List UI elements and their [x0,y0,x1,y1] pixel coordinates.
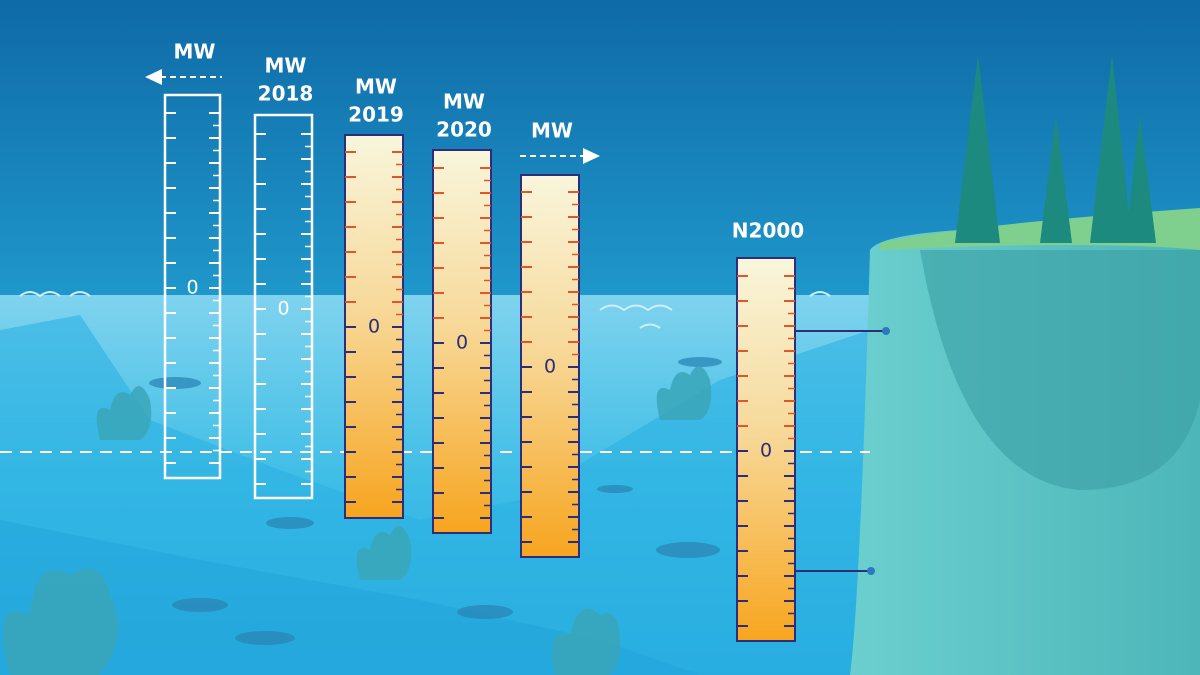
gauge: 0 MW [520,119,600,558]
zero-label: 0 [456,332,468,354]
corals [3,366,712,675]
seabed-deep [0,520,700,675]
gauges: 0 MW 0 MW 2018 0 MW 2019 0 MW 2020 0 MW 0 N2000 [145,40,890,642]
island-shadow [920,250,1200,490]
gauge-body [736,257,796,642]
gauge-title: MW [174,40,216,64]
arrow-head [145,69,162,85]
zero-label: 0 [186,277,198,299]
gauge: 0 MW [145,40,222,480]
gauge: 0 MW 2018 [253,54,314,500]
arrow-head [583,148,600,164]
waves [19,291,831,329]
gauge-body [163,93,222,480]
zero-label: 0 [544,356,556,378]
gauge-title: N2000 [732,219,804,243]
pin [867,567,875,575]
gauge-title: 2019 [348,103,404,127]
zero-label: 0 [368,316,380,338]
zero-label: 0 [277,298,289,320]
seabed [0,315,870,675]
gauge-title: MW [443,90,485,114]
gauge-title: 2020 [436,118,492,142]
gauge-title: 2018 [258,82,314,106]
gauge-body [432,149,492,534]
pin [882,327,890,335]
fish [149,357,722,645]
gauge: 0 MW 2019 [344,75,404,519]
gauge: 0 N2000 [732,219,890,642]
gauge-title: MW [355,75,397,99]
trees [955,55,1156,243]
gauge-title: MW [531,119,573,143]
gauge-title: MW [265,54,307,78]
zero-label: 0 [760,440,772,462]
gauge: 0 MW 2020 [432,90,492,534]
gauge-body [253,113,314,500]
